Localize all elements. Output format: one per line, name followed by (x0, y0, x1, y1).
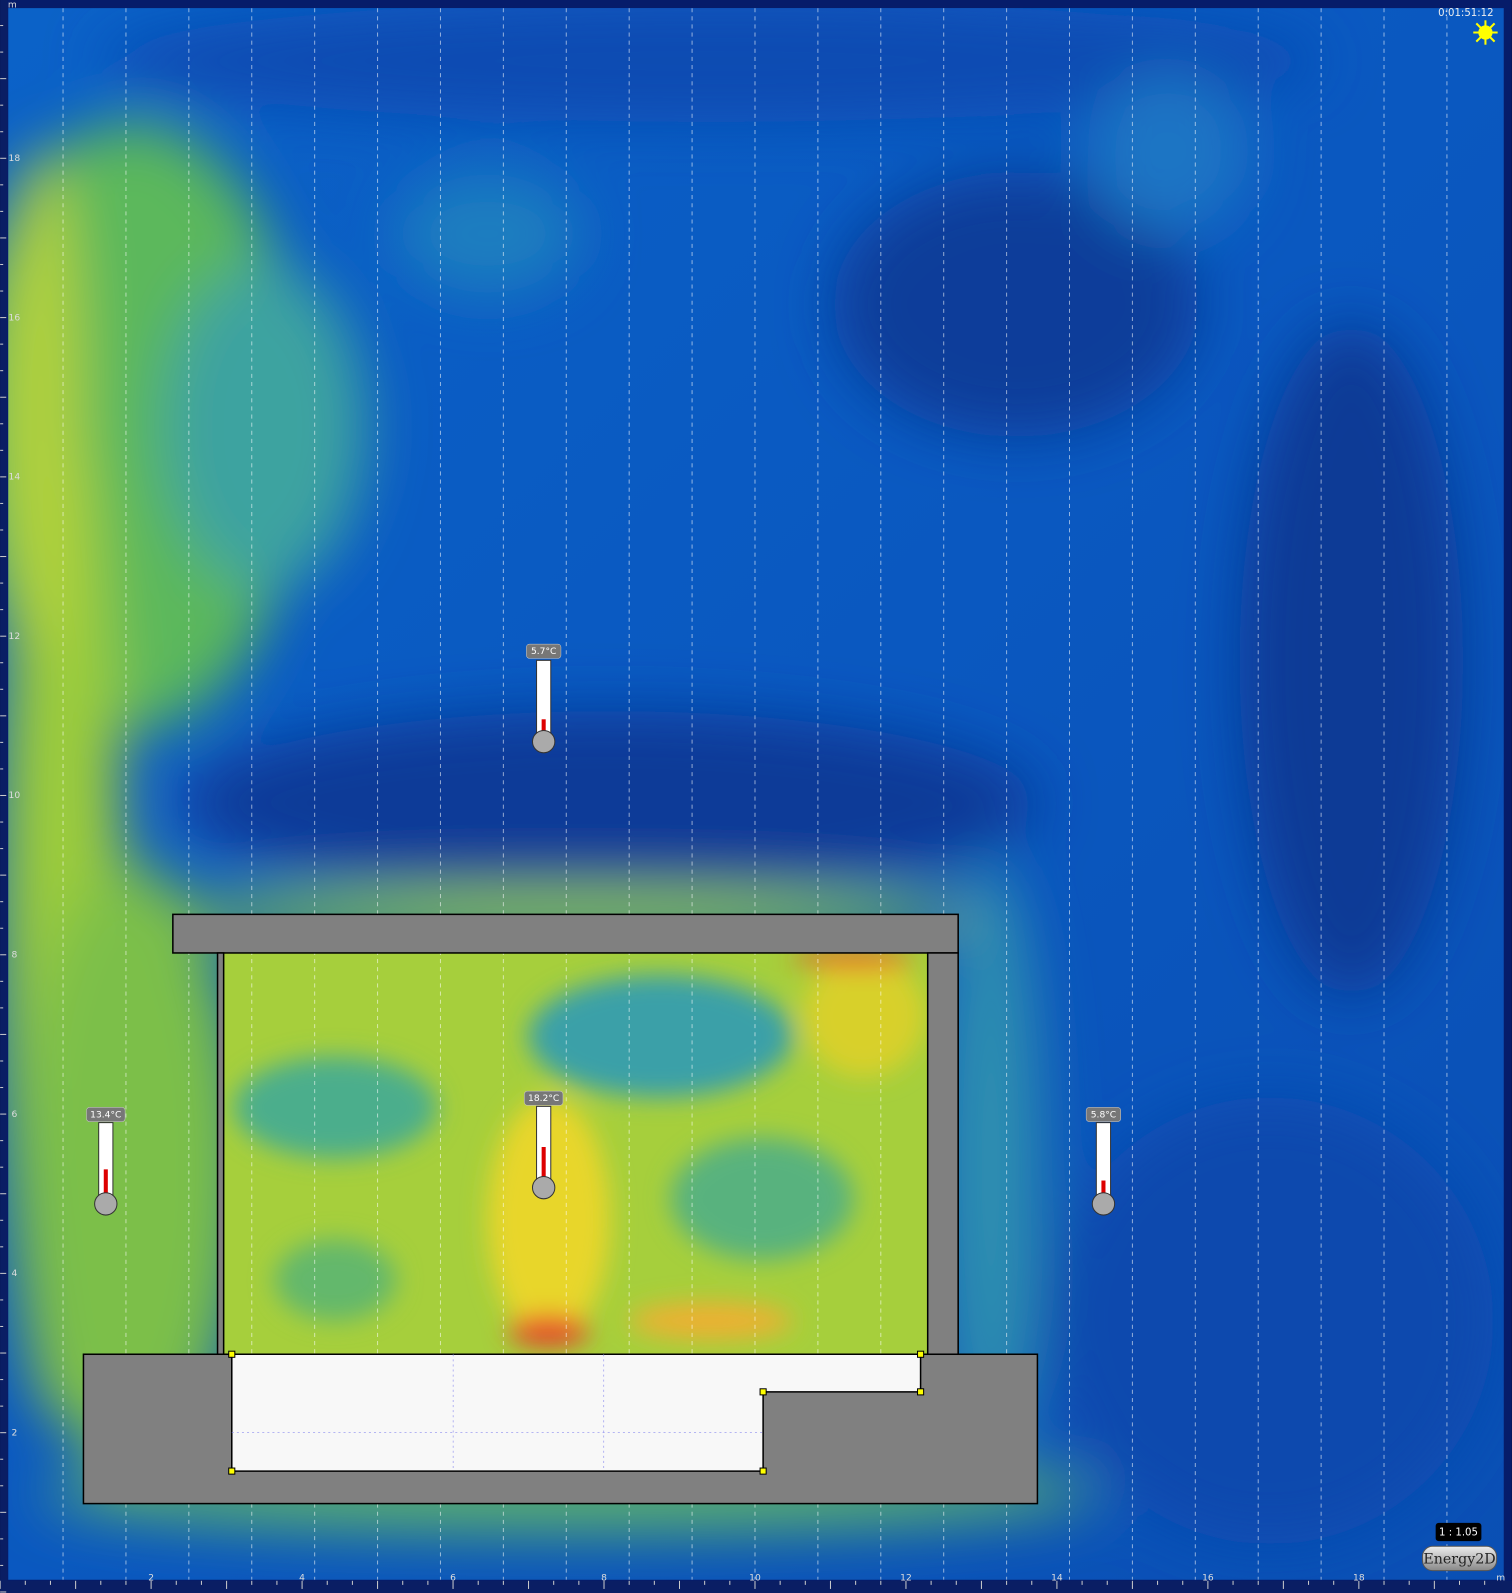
x-tick-label: 6 (450, 1573, 456, 1583)
y-tick-label: 10 (9, 791, 21, 801)
y-tick-label: 8 (11, 950, 17, 960)
x-tick-label: 8 (601, 1573, 607, 1583)
thermometer-label: 18.2°C (528, 1094, 559, 1104)
x-tick-label: 10 (749, 1573, 761, 1583)
walls (82, 913, 1039, 1505)
thermometer-label: 5.7°C (531, 647, 556, 657)
x-tick-label: 14 (1051, 1573, 1063, 1583)
y-tick-label: 14 (9, 473, 21, 483)
y-tick-label: 18 (9, 154, 21, 164)
x-unit: m (1496, 1573, 1505, 1583)
y-tick-label: 12 (9, 632, 21, 642)
handles[interactable] (228, 1350, 925, 1475)
scale: 1 : 1.05 (1439, 1528, 1478, 1539)
x-tick-label: 4 (299, 1573, 305, 1583)
thermometer[interactable]: 18.2°C (524, 1090, 564, 1200)
y-unit: m (8, 1, 17, 11)
y-tick-label: 6 (11, 1110, 17, 1120)
scale-badge (1435, 1522, 1482, 1542)
y-tick-label: 16 (9, 313, 21, 323)
sun-icon[interactable] (1473, 20, 1498, 45)
logo[interactable] (1421, 1545, 1498, 1572)
thermometer-label: 13.4°C (90, 1110, 121, 1120)
x-tick-label: 2 (148, 1573, 154, 1583)
thermometer[interactable]: 5.8°C (1085, 1107, 1121, 1216)
clock: 0:01:51:12 (1438, 8, 1493, 19)
inner-grid (231, 1354, 764, 1472)
y-tick-label: 4 (11, 1269, 17, 1279)
logo-text: Energy2D (1423, 1551, 1495, 1567)
thermometer-label: 5.8°C (1091, 1110, 1116, 1120)
x-tick-label: 12 (900, 1573, 912, 1583)
x-tick-label: 18 (1353, 1573, 1365, 1583)
y-tick-label: 2 (11, 1428, 17, 1438)
thermometer[interactable]: 5.7°C (526, 643, 562, 754)
thermometer[interactable]: 13.4°C (86, 1107, 126, 1216)
x-tick-label: 16 (1202, 1573, 1214, 1583)
